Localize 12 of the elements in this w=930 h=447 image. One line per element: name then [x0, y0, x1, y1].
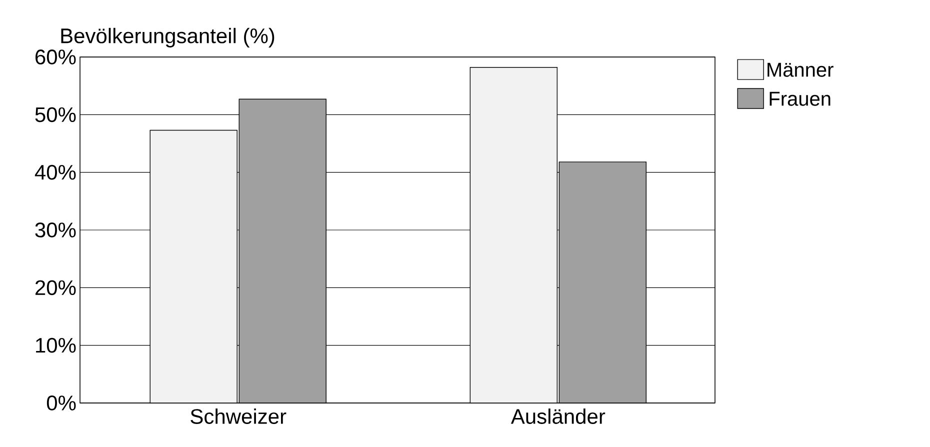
- y-tick-label: 60%: [36, 50, 76, 64]
- x-tick-label: Schweizer: [190, 408, 286, 424]
- y-tick-label: 20%: [36, 280, 76, 296]
- legend-label: Männer: [768, 62, 834, 77]
- y-tick-label: 50%: [35, 107, 76, 122]
- y-tick-label: 0%: [46, 396, 76, 410]
- x-tick-label: Ausländer: [510, 408, 606, 424]
- legend-label: Frauen: [770, 92, 830, 106]
- y-tick-label: 40%: [34, 164, 76, 180]
- y-axis-title: Bevölkerungsanteil (%): [61, 28, 274, 48]
- y-tick-label: 10%: [36, 338, 76, 353]
- y-tick-label: 30%: [35, 222, 76, 238]
